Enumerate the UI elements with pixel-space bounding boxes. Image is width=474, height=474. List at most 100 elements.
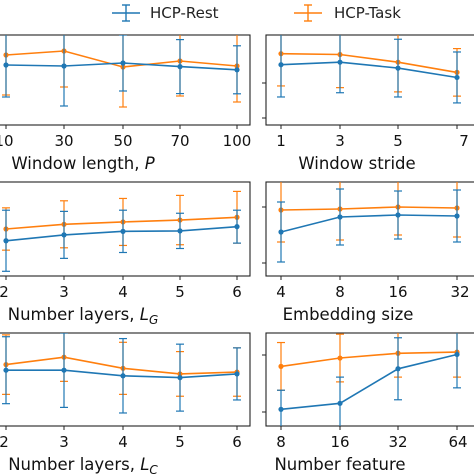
x-tick-label: 3	[335, 132, 345, 150]
data-point	[278, 229, 284, 235]
data-point	[177, 228, 183, 234]
x-axis-label-symbol: L	[140, 455, 149, 474]
series-rest	[277, 333, 461, 426]
series-task	[2, 333, 241, 397]
panel-3: 2 3 4 5 6 Number layers, LG	[0, 181, 251, 327]
series-line	[280, 351, 458, 368]
series-line	[5, 225, 238, 242]
x-tick-label: 4	[276, 283, 286, 301]
x-tick-label: 1	[276, 132, 286, 150]
x-tick-label: 2	[0, 283, 9, 301]
data-point	[454, 351, 460, 358]
data-point	[3, 367, 9, 373]
data-point	[61, 367, 67, 373]
data-point	[337, 400, 343, 406]
series-task	[2, 190, 241, 251]
x-tick-label: 3	[59, 283, 69, 301]
data-point	[3, 62, 9, 68]
series-task	[277, 35, 461, 97]
x-axis-label-subscript: G	[149, 313, 158, 327]
x-tick-label: 10	[0, 132, 14, 150]
panel-frame	[0, 332, 251, 427]
x-axis-label: Embedding size	[283, 305, 414, 324]
data-point	[120, 228, 126, 234]
x-tick-label: 6	[232, 433, 242, 451]
data-point	[177, 375, 183, 381]
panel-frame	[0, 34, 251, 126]
panel-4: 4 8 16 32 Embedding size	[262, 181, 474, 324]
x-tick-label: 4	[118, 283, 128, 301]
x-tick-label: 8	[335, 283, 345, 301]
panel-1: 10 30 50 70 100 Window length, P	[0, 34, 252, 173]
data-point	[234, 67, 240, 73]
series-rest	[2, 35, 241, 107]
data-point	[337, 355, 343, 361]
legend-rest-label: HCP-Rest	[150, 4, 219, 22]
series-task	[277, 333, 461, 391]
x-tick-label: 5	[175, 433, 185, 451]
data-point	[61, 63, 67, 69]
series-line	[280, 61, 458, 79]
data-point	[278, 62, 284, 68]
x-axis-label-symbol: L	[140, 305, 149, 324]
data-point	[395, 212, 401, 218]
x-tick-label: 50	[113, 132, 132, 150]
x-axis-label: Window stride	[298, 154, 415, 173]
x-axis-label: Window length, P	[11, 154, 154, 173]
x-axis-label: Number feature	[274, 455, 405, 474]
series-line	[5, 356, 238, 375]
x-tick-label: 5	[393, 132, 403, 150]
panel-5: 2 3 4 5 6 Number layers, LC	[0, 332, 251, 474]
panel-2: 1 3 5 7 Window stride	[262, 34, 474, 173]
x-tick-label: 32	[450, 283, 469, 301]
x-axis-label: Number layers, LC	[8, 455, 158, 474]
legend: HCP-Rest HCP-Task	[112, 4, 401, 22]
panel-frame	[265, 332, 474, 427]
panels: 10 30 50 70 100 Window length, P 1 3 5 7 Window st…	[0, 34, 474, 474]
data-point	[61, 232, 67, 238]
x-tick-label: 2	[0, 433, 9, 451]
data-point	[177, 64, 183, 70]
series-rest	[2, 333, 241, 414]
x-tick-label: 5	[175, 283, 185, 301]
x-tick-label: 30	[54, 132, 73, 150]
x-tick-label: 6	[232, 283, 242, 301]
data-point	[337, 214, 343, 220]
panel-frame	[265, 34, 474, 126]
series-line	[280, 353, 458, 411]
data-point	[454, 213, 460, 219]
legend-task-label: HCP-Task	[334, 4, 401, 22]
legend-entry-rest: HCP-Rest	[112, 4, 219, 22]
data-point	[395, 366, 401, 372]
x-tick-label: 3	[59, 433, 69, 451]
series-rest	[2, 209, 241, 272]
data-point	[454, 74, 460, 81]
x-tick-label: 32	[388, 433, 407, 451]
data-point	[120, 60, 126, 66]
series-rest	[277, 188, 461, 263]
x-tick-label: 8	[276, 433, 286, 451]
x-axis-label-subscript: C	[149, 463, 158, 474]
series-rest	[277, 35, 461, 104]
panel-frame	[265, 181, 474, 277]
x-tick-label: 16	[330, 433, 349, 451]
series-line	[280, 52, 458, 74]
x-tick-label: 4	[118, 433, 128, 451]
series-line	[280, 214, 458, 233]
x-tick-label: 7	[459, 132, 469, 150]
x-axis-label: Number layers, LG	[8, 305, 159, 327]
data-point	[278, 363, 284, 369]
x-tick-label: 16	[388, 283, 407, 301]
series-line	[280, 206, 458, 211]
panel-6: 8 16 32 64 Number feature	[262, 332, 474, 474]
data-point	[120, 373, 126, 379]
panel-frame	[0, 181, 251, 277]
data-point	[234, 371, 240, 377]
x-tick-label: 100	[223, 132, 252, 150]
data-point	[337, 59, 343, 65]
legend-entry-task: HCP-Task	[294, 4, 401, 22]
data-point	[3, 238, 9, 244]
x-tick-label: 64	[448, 433, 467, 451]
x-axis-label-symbol: P	[145, 154, 155, 173]
